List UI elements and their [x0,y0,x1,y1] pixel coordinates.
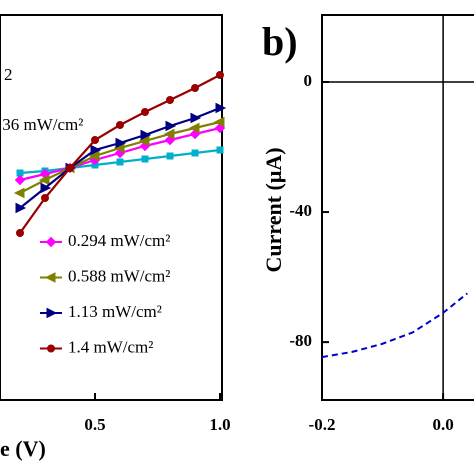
marker [47,344,55,353]
marker [91,136,99,144]
marker [116,158,124,166]
legend-label: 1.13 mW/cm² [68,302,162,321]
marker [115,137,127,149]
x-tick-label: 0.0 [432,415,453,434]
annotation: 2 [4,65,13,84]
marker [40,182,52,194]
marker [141,108,149,116]
marker [163,128,175,140]
marker [66,164,74,172]
marker [138,135,150,147]
marker [140,129,152,141]
panel-label: b) [262,19,298,64]
legend-label: .36 mW/cm² [0,115,83,134]
y-axis-label: Current (μA) [261,147,286,272]
marker [14,174,26,186]
marker [13,187,25,199]
marker [216,146,224,154]
y-tick-label: 0 [304,71,313,90]
x-tick-label: 1.0 [209,415,230,434]
marker [165,120,177,132]
marker [88,150,100,162]
marker [191,149,199,157]
y-tick-label: -40 [289,201,312,220]
marker [44,272,56,283]
marker [46,307,58,319]
axes-frame [0,14,223,401]
marker [215,102,227,114]
marker [141,155,149,163]
axes-frame [321,14,474,401]
marker [116,121,124,129]
marker [216,71,224,79]
marker [166,96,174,104]
marker [90,144,102,156]
x-tick-label: 0.5 [84,415,105,434]
marker [213,116,225,128]
marker [191,84,199,92]
marker [166,152,174,160]
x-tick-label: -0.2 [309,415,336,434]
legend-label: 0.294 mW/cm² [68,231,170,250]
marker [41,194,49,202]
marker [38,174,50,186]
marker [16,229,24,237]
x-axis-label: e (V) [0,436,46,461]
series-line [321,292,468,359]
y-tick-label: -80 [289,331,312,350]
legend-label: 1.4 mW/cm² [68,337,153,356]
marker [188,122,200,134]
marker [190,112,202,124]
marker [45,236,57,248]
marker [15,202,27,214]
legend-label: 0.588 mW/cm² [68,266,170,285]
